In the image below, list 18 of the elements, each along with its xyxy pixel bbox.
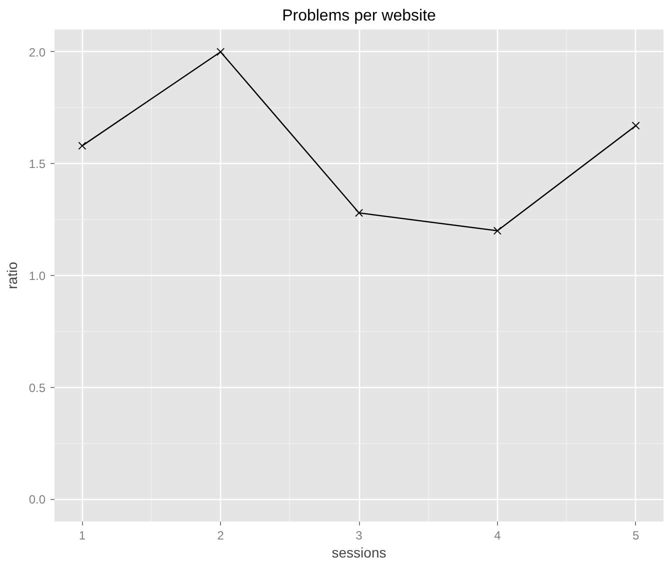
y-tick-label: 1.5: [28, 157, 46, 172]
x-tick-label: 3: [356, 528, 363, 542]
y-axis-title: ratio: [4, 262, 20, 290]
x-tick-label: 5: [632, 528, 640, 542]
y-tick-label: 1.0: [28, 269, 46, 283]
point: [354, 208, 364, 217]
x-axis-title: sessions: [332, 544, 386, 560]
x-tick-label: 2: [217, 528, 224, 542]
x-tick-label: 1: [78, 528, 86, 542]
point: [216, 48, 225, 56]
y-tick-label: 0.0: [28, 492, 46, 507]
point: [78, 142, 86, 150]
y-tick-label: 2.0: [28, 45, 46, 60]
point: [493, 226, 502, 235]
y-tick-label: 0.5: [28, 380, 46, 395]
x-tick-label: 4: [494, 528, 502, 542]
point: [632, 122, 640, 130]
chart-title: Problems per website: [282, 8, 436, 24]
